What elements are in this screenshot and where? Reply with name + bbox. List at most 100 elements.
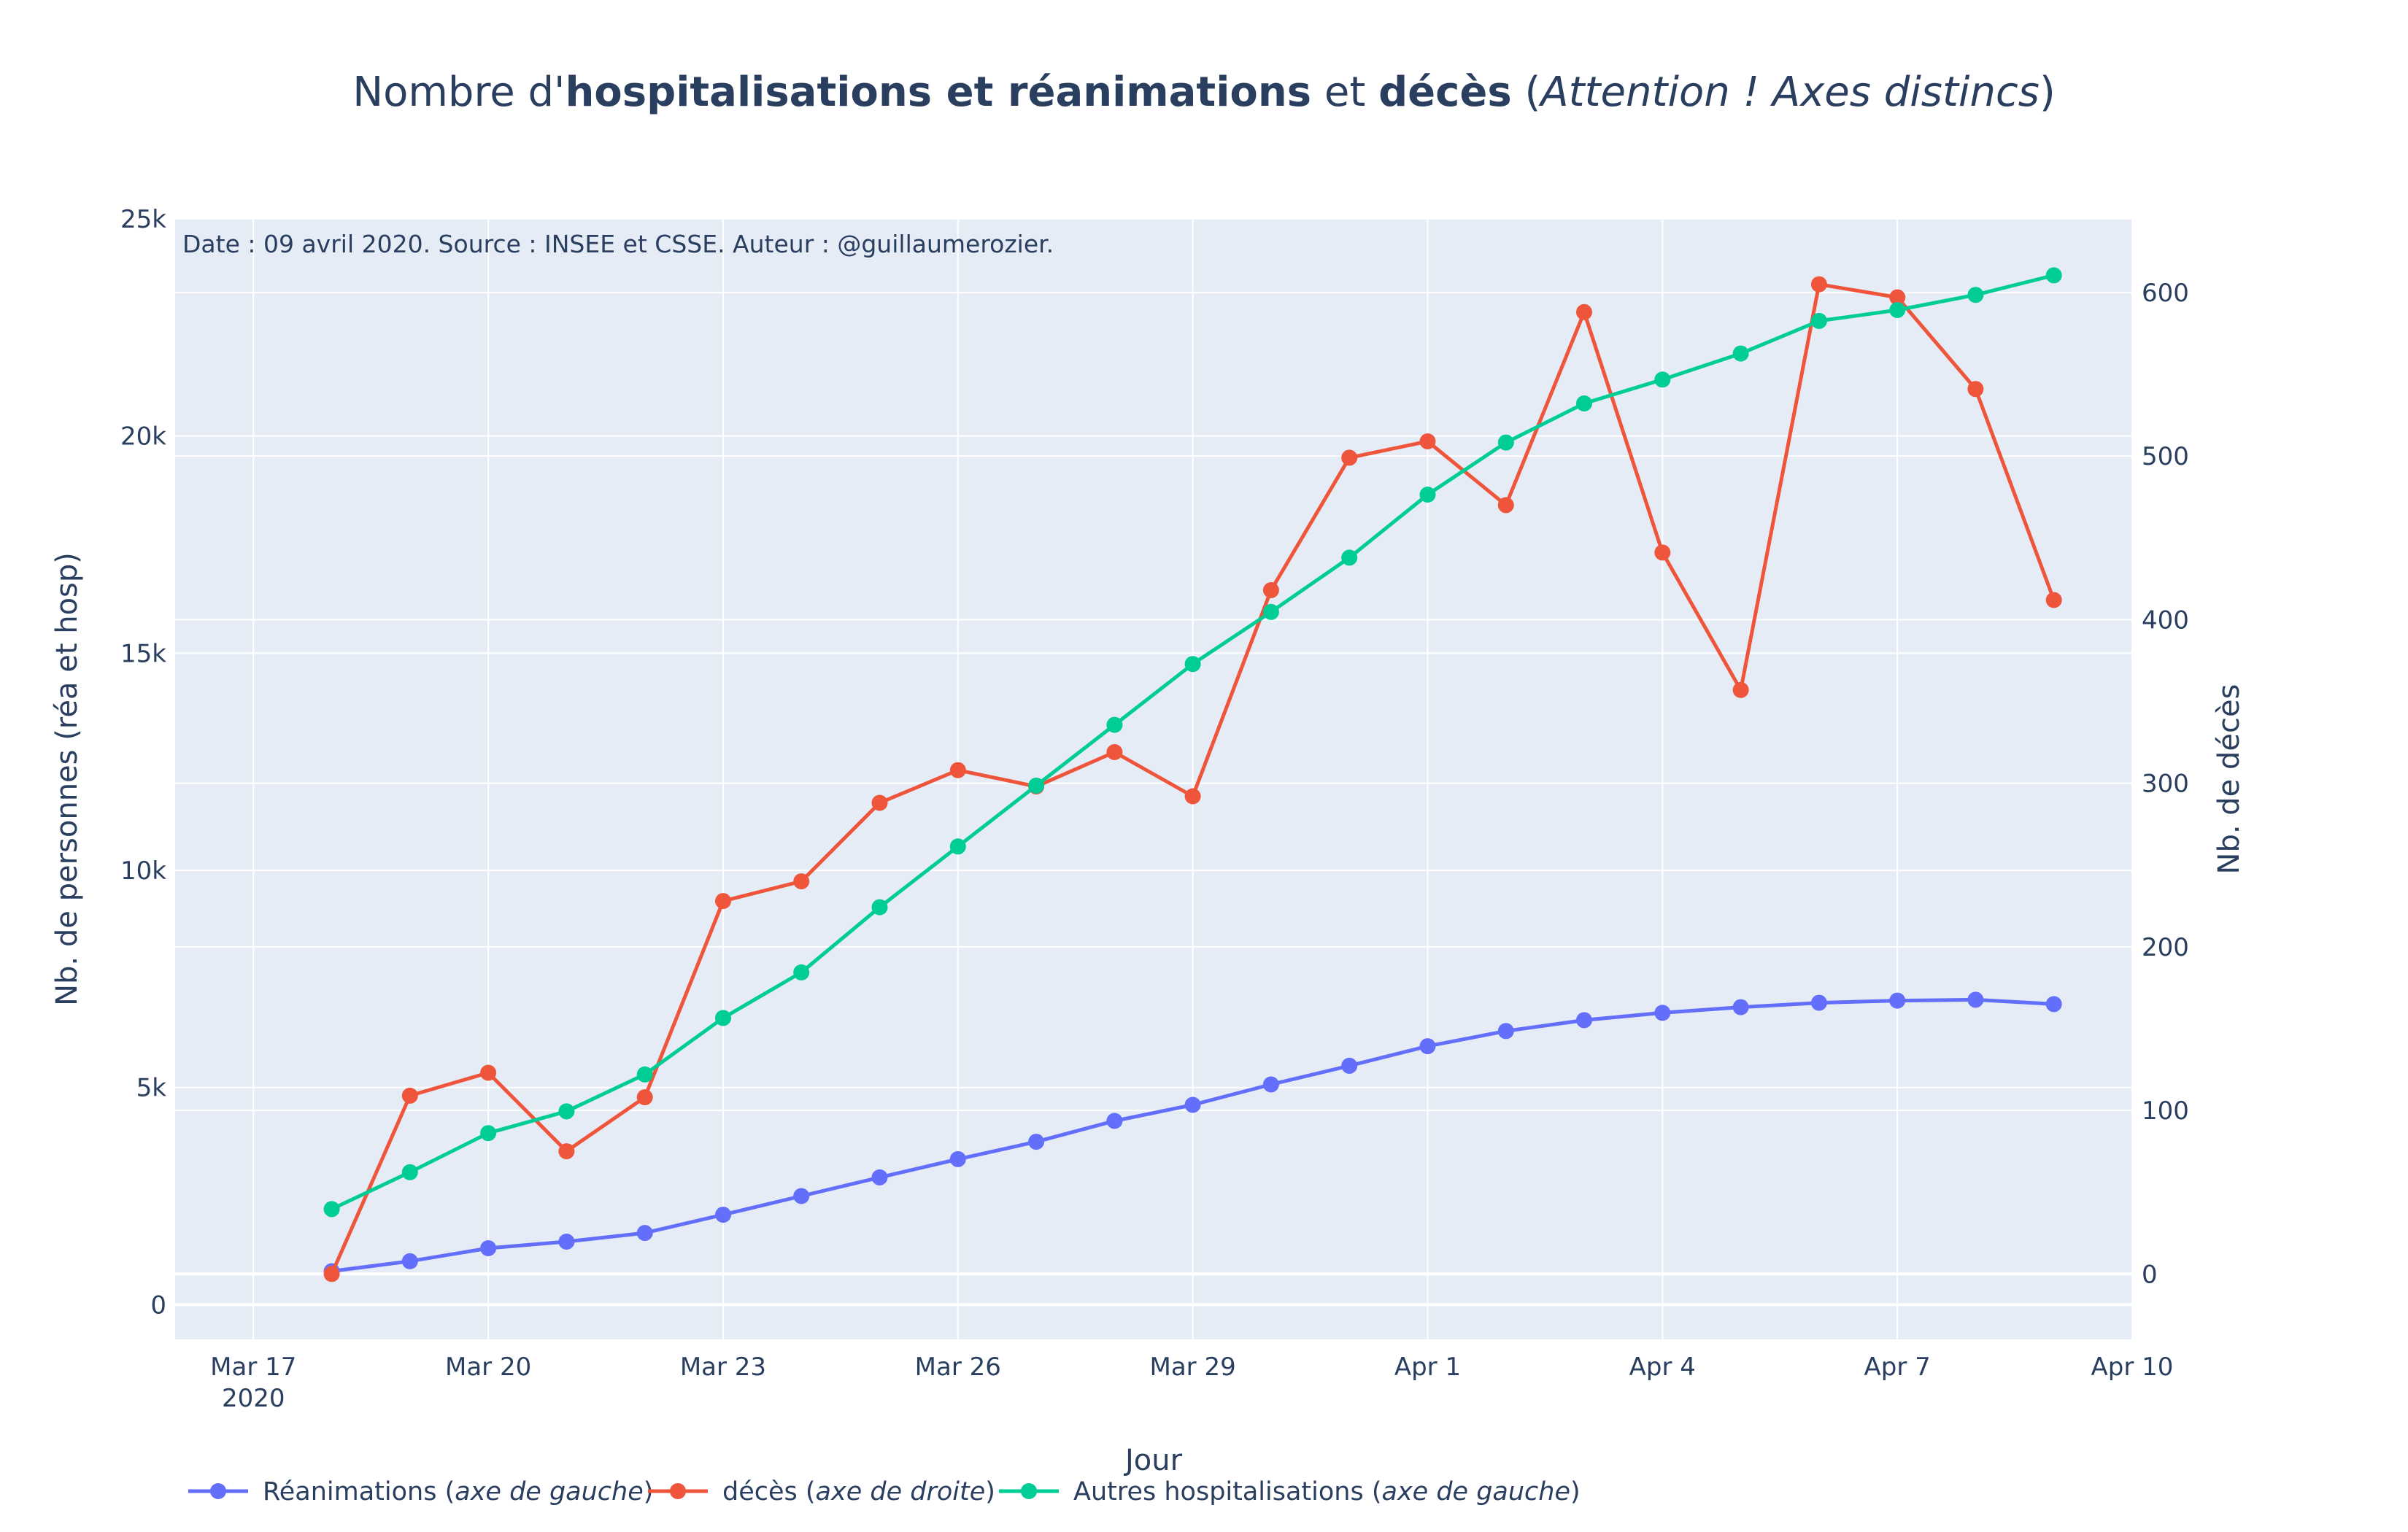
data-point-deces [1262, 582, 1279, 598]
data-point-reanimations [1732, 999, 1749, 1015]
data-point-reanimations [793, 1188, 810, 1204]
data-point-deces [558, 1143, 575, 1160]
data-point-reanimations [1967, 991, 1984, 1008]
y-left-tick-label: 10k [120, 856, 166, 886]
data-point-hospitalisations [1889, 302, 1906, 318]
data-point-reanimations [2045, 996, 2062, 1013]
series-hospitalisations [323, 267, 2062, 1218]
data-point-deces [1810, 276, 1827, 293]
data-point-hospitalisations [1341, 549, 1358, 566]
data-point-deces [1497, 497, 1514, 514]
data-point-reanimations [1654, 1005, 1671, 1021]
y-left-tick-label: 15k [120, 639, 166, 668]
data-point-hospitalisations [1732, 345, 1749, 362]
legend-item-hospitalisations[interactable]: Autres hospitalisations (axe de gauche) [999, 1477, 1581, 1506]
data-point-reanimations [636, 1225, 653, 1242]
data-point-reanimations [1576, 1012, 1592, 1029]
legend[interactable]: Réanimations (axe de gauche)décès (axe d… [188, 1477, 1581, 1506]
legend-item-reanimations[interactable]: Réanimations (axe de gauche) [188, 1477, 653, 1506]
data-point-reanimations [1810, 994, 1827, 1011]
legend-label-end: ) [985, 1477, 995, 1506]
data-point-hospitalisations [480, 1125, 497, 1142]
data-point-hospitalisations [401, 1164, 418, 1180]
legend-label: Autres hospitalisations (axe de gauche) [1073, 1477, 1581, 1506]
data-point-hospitalisations [1028, 777, 1045, 794]
data-point-deces [2045, 592, 2062, 608]
title-mid: et [1311, 69, 1378, 116]
data-point-deces [1576, 303, 1592, 320]
data-point-hospitalisations [1576, 395, 1592, 411]
data-point-reanimations [715, 1207, 731, 1223]
series-layer [323, 267, 2062, 1283]
y-right-tick-label: 200 [2142, 933, 2189, 962]
data-point-deces [871, 794, 888, 811]
data-point-deces [1419, 433, 1436, 449]
data-point-deces [1106, 744, 1123, 760]
y-left-axis-ticks: 0 5k 10k 15k 20k 25k [120, 205, 166, 1320]
legend-marker [210, 1483, 226, 1499]
y-right-tick-label: 100 [2142, 1096, 2189, 1126]
data-point-hospitalisations [1106, 716, 1123, 733]
legend-item-deces[interactable]: décès (axe de droite) [648, 1477, 995, 1506]
data-point-hospitalisations [1262, 603, 1279, 620]
chart-title: Nombre d'hospitalisations et réanimation… [352, 69, 2056, 116]
x-tick-label: Apr 10 [2091, 1353, 2174, 1382]
x-tick-label: Apr 4 [1629, 1353, 1696, 1382]
y-right-tick-label: 300 [2142, 770, 2189, 799]
x-tick-label: Mar 20 [445, 1353, 531, 1382]
data-point-hospitalisations [1497, 434, 1514, 451]
data-point-reanimations [480, 1240, 497, 1256]
data-point-deces [793, 873, 810, 890]
y-right-tick-label: 400 [2142, 606, 2189, 635]
title-close: ) [2040, 69, 2056, 116]
y-right-tick-label: 0 [2142, 1260, 2158, 1289]
data-point-reanimations [1262, 1076, 1279, 1093]
legend-label-text: Autres hospitalisations ( [1073, 1477, 1382, 1506]
data-point-reanimations [1184, 1096, 1201, 1113]
x-tick-label: Apr 1 [1394, 1353, 1461, 1382]
data-point-deces [1967, 381, 1984, 398]
legend-marker [1021, 1483, 1037, 1499]
data-point-deces [1889, 289, 1906, 306]
data-point-hospitalisations [949, 838, 966, 855]
data-point-hospitalisations [715, 1010, 731, 1026]
title-bold-1: hospitalisations et réanimations [565, 69, 1311, 116]
data-point-hospitalisations [1810, 312, 1827, 329]
data-point-reanimations [1106, 1113, 1123, 1129]
legend-label-italic: axe de gauche [1382, 1477, 1571, 1506]
data-point-deces [1654, 544, 1671, 561]
data-point-hospitalisations [1184, 656, 1201, 673]
data-point-hospitalisations [323, 1201, 340, 1218]
legend-label-italic: axe de droite [816, 1477, 986, 1506]
legend-label-text: décès ( [722, 1477, 816, 1506]
data-point-hospitalisations [1654, 371, 1671, 388]
y-left-tick-label: 25k [120, 205, 166, 234]
x-tick-sublabel: 2020 [222, 1384, 285, 1413]
data-point-deces [636, 1089, 653, 1106]
data-point-reanimations [1028, 1134, 1045, 1150]
y-right-tick-label: 600 [2142, 279, 2189, 308]
x-tick-label: Mar 26 [915, 1353, 1001, 1382]
plot-background [175, 219, 2132, 1339]
data-point-hospitalisations [793, 964, 810, 980]
title-bold-2: décès [1378, 69, 1512, 116]
y-left-axis-title: Nb. de personnes (réa et hosp) [50, 552, 84, 1006]
data-point-deces [715, 893, 731, 910]
x-tick-label: Apr 7 [1864, 1353, 1931, 1382]
legend-marker [670, 1483, 686, 1499]
title-open: ( [1512, 69, 1541, 116]
data-point-reanimations [1341, 1057, 1358, 1074]
data-point-deces [1341, 449, 1358, 466]
data-point-reanimations [871, 1169, 888, 1185]
data-point-deces [1184, 788, 1201, 805]
legend-label-end: ) [1570, 1477, 1581, 1506]
data-point-deces [480, 1064, 497, 1081]
data-point-hospitalisations [636, 1066, 653, 1083]
data-point-hospitalisations [2045, 267, 2062, 284]
data-point-reanimations [558, 1234, 575, 1250]
y-left-tick-label: 5k [136, 1074, 167, 1103]
title-prefix: Nombre d' [352, 69, 565, 116]
data-point-reanimations [1497, 1023, 1514, 1040]
